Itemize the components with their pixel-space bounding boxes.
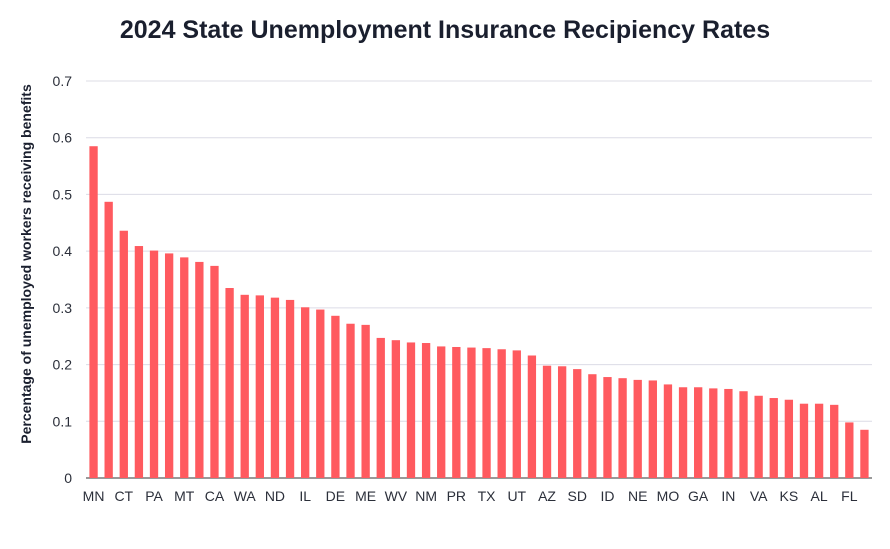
x-tick-label: SD (568, 488, 587, 504)
bar (648, 380, 657, 478)
bar (285, 299, 295, 478)
bar (527, 355, 537, 478)
bar (149, 250, 159, 478)
bar (799, 403, 809, 478)
bar (814, 403, 824, 478)
bar (497, 349, 506, 478)
bars (89, 146, 869, 478)
bar (210, 265, 219, 478)
x-tick-label: CT (114, 488, 133, 504)
x-tick-label: MT (174, 488, 195, 504)
y-tick-label: 0.5 (53, 186, 73, 202)
x-tick-label: ND (265, 488, 285, 504)
x-tick-label: PR (447, 488, 466, 504)
x-tick-label: WA (234, 488, 257, 504)
x-tick-label: GA (688, 488, 709, 504)
x-tick-label: FL (841, 488, 858, 504)
x-tick-label: AZ (538, 488, 556, 504)
x-tick-label: VA (750, 488, 768, 504)
bar (603, 377, 612, 478)
bar (557, 366, 567, 478)
chart-title: 2024 State Unemployment Insurance Recipi… (120, 16, 770, 44)
bar (542, 365, 552, 478)
bar (316, 309, 325, 478)
x-tick-label: TX (478, 488, 497, 504)
x-tick-label: MN (83, 488, 105, 504)
y-axis-label: Percentage of unemployed workers receivi… (18, 84, 34, 444)
bar (89, 146, 98, 478)
bar (225, 288, 234, 478)
bar (331, 315, 340, 478)
bar (361, 324, 370, 478)
bar (769, 398, 778, 478)
x-tick-label: IN (721, 488, 735, 504)
x-tick-label: DE (326, 488, 345, 504)
bar (754, 395, 763, 478)
bar (482, 348, 491, 478)
x-tick-label: IL (299, 488, 311, 504)
y-tick-label: 0.2 (53, 357, 73, 373)
y-tick-label: 0.1 (53, 413, 73, 429)
bar (845, 422, 854, 478)
bar (376, 337, 385, 478)
bar (180, 257, 189, 478)
bar (119, 230, 128, 478)
bar (437, 346, 446, 478)
bar (512, 350, 521, 478)
bar (663, 384, 673, 478)
y-tick-labels: 0 0.1 0.2 0.3 0.4 0.5 0.6 0.7 (53, 73, 73, 486)
bar (255, 295, 264, 478)
bar (633, 379, 642, 478)
y-tick-label: 0.6 (53, 130, 73, 146)
x-tick-label: KS (780, 488, 799, 504)
bar (240, 294, 249, 478)
bar (724, 388, 733, 478)
bar (270, 297, 280, 478)
bar (391, 340, 401, 478)
x-tick-labels: MN CT PA MT CA WA ND IL DE ME WV NM PR TX UT AZ SD ID NE MO… (83, 488, 858, 504)
y-tick-label: 0 (64, 470, 72, 486)
x-tick-label: ID (600, 488, 614, 504)
bar (678, 387, 688, 478)
bar (784, 399, 794, 478)
bar (301, 307, 310, 478)
x-tick-label: UT (507, 488, 526, 504)
y-tick-label: 0.3 (53, 300, 73, 316)
bar (134, 246, 144, 478)
bar (195, 261, 204, 478)
gridlines (86, 80, 872, 479)
x-tick-label: NE (628, 488, 647, 504)
bar (860, 429, 869, 478)
bar (164, 253, 174, 478)
bar (406, 342, 416, 478)
x-tick-label: NM (415, 488, 437, 504)
x-tick-label: MO (657, 488, 680, 504)
x-tick-label: ME (355, 488, 376, 504)
x-tick-label: WV (385, 488, 408, 504)
bar (618, 378, 627, 478)
bar (573, 369, 582, 478)
bar (694, 387, 703, 478)
bar (588, 374, 597, 478)
y-tick-label: 0.4 (53, 243, 73, 259)
bar (467, 347, 476, 478)
bar (830, 404, 839, 478)
bar (452, 346, 461, 478)
bar (421, 343, 431, 478)
bar (104, 201, 113, 478)
bar (739, 391, 748, 478)
y-tick-label: 0.7 (53, 73, 73, 89)
x-tick-label: AL (811, 488, 828, 504)
x-tick-label: CA (205, 488, 225, 504)
x-tick-label: PA (145, 488, 163, 504)
bar (709, 388, 718, 478)
bar (346, 323, 355, 478)
